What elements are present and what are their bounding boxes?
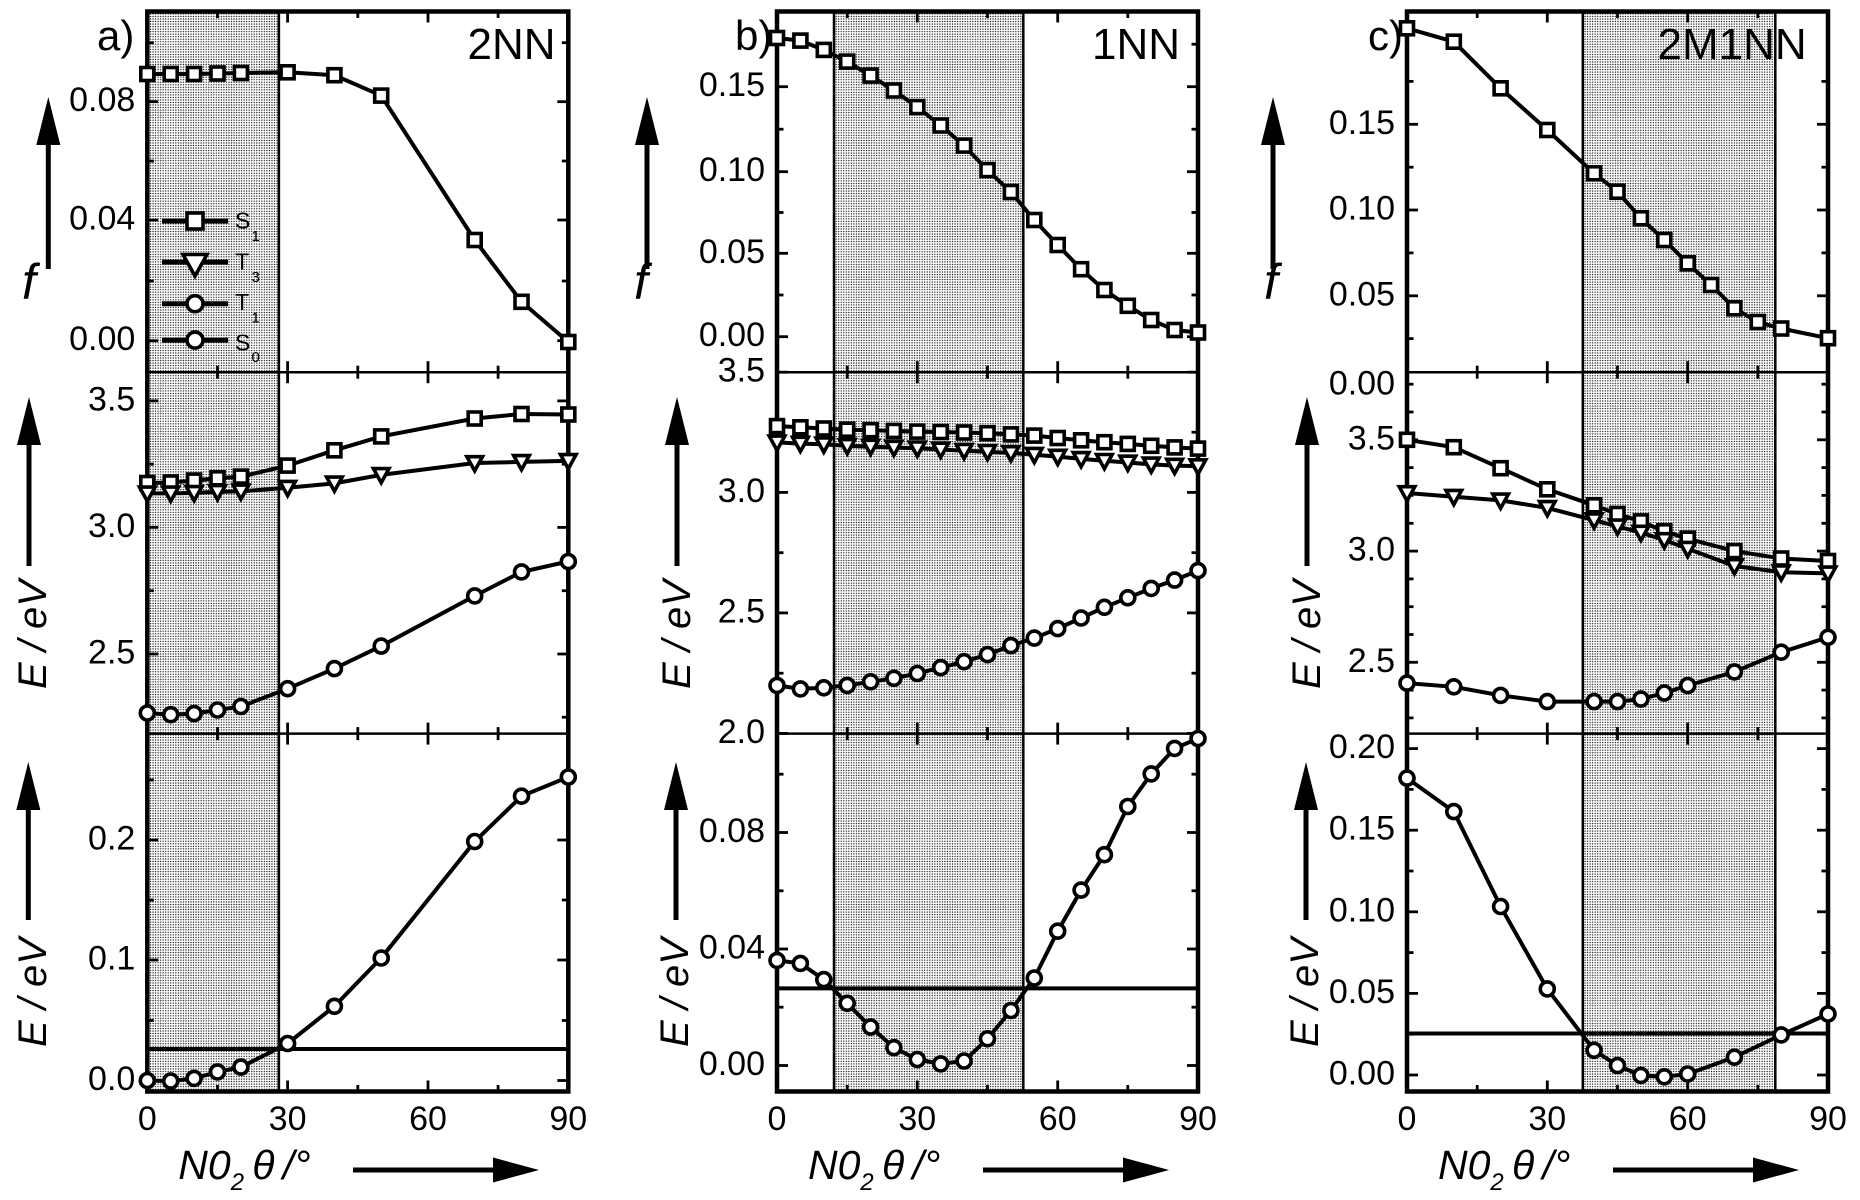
svg-text:2.5: 2.5 bbox=[88, 634, 135, 672]
svg-text:1: 1 bbox=[252, 228, 260, 245]
svg-text:3.5: 3.5 bbox=[718, 352, 765, 390]
svg-text:0: 0 bbox=[1398, 1100, 1417, 1138]
svg-text:0.0: 0.0 bbox=[88, 1060, 135, 1098]
svg-text:0: 0 bbox=[138, 1100, 157, 1138]
svg-text:90: 90 bbox=[549, 1100, 587, 1138]
svg-text:0.00: 0.00 bbox=[699, 316, 765, 354]
svg-text:N02 θ /°: N02 θ /° bbox=[1438, 1142, 1570, 1196]
svg-text:2.0: 2.0 bbox=[718, 713, 765, 751]
svg-text:T: T bbox=[235, 289, 249, 315]
svg-text:E / eV: E / eV bbox=[11, 577, 55, 689]
svg-text:3.5: 3.5 bbox=[1348, 419, 1395, 457]
svg-text:0.10: 0.10 bbox=[1329, 891, 1395, 929]
svg-text:0.08: 0.08 bbox=[699, 812, 765, 850]
svg-text:3.0: 3.0 bbox=[88, 507, 135, 545]
svg-text:0.00: 0.00 bbox=[69, 320, 135, 358]
svg-text:2NN: 2NN bbox=[467, 20, 555, 69]
svg-text:0.00: 0.00 bbox=[1329, 365, 1395, 403]
svg-text:0.10: 0.10 bbox=[1329, 190, 1395, 228]
svg-text:0.08: 0.08 bbox=[69, 81, 135, 119]
svg-text:0.00: 0.00 bbox=[1329, 1055, 1395, 1093]
svg-text:N02 θ /°: N02 θ /° bbox=[808, 1142, 940, 1196]
svg-text:0.2: 0.2 bbox=[88, 820, 135, 858]
svg-text:1: 1 bbox=[252, 310, 260, 327]
svg-text:0.1: 0.1 bbox=[88, 940, 135, 978]
svg-text:90: 90 bbox=[1809, 1100, 1847, 1138]
svg-text:E / eV: E / eV bbox=[1285, 577, 1329, 689]
svg-text:0.05: 0.05 bbox=[699, 233, 765, 271]
svg-text:0.04: 0.04 bbox=[699, 929, 765, 967]
svg-text:3.5: 3.5 bbox=[88, 380, 135, 418]
svg-text:E / eV: E / eV bbox=[653, 935, 697, 1047]
svg-text:3.0: 3.0 bbox=[1348, 531, 1395, 569]
svg-text:0.05: 0.05 bbox=[1329, 275, 1395, 313]
svg-text:N02 θ /°: N02 θ /° bbox=[178, 1142, 310, 1196]
svg-text:E / eV: E / eV bbox=[1283, 935, 1327, 1047]
svg-text:3: 3 bbox=[252, 269, 260, 286]
svg-text:90: 90 bbox=[1179, 1100, 1217, 1138]
svg-text:3.0: 3.0 bbox=[718, 472, 765, 510]
svg-text:0: 0 bbox=[768, 1100, 787, 1138]
svg-text:S: S bbox=[235, 329, 250, 355]
svg-text:60: 60 bbox=[1039, 1100, 1077, 1138]
svg-text:0: 0 bbox=[252, 349, 260, 366]
svg-text:a): a) bbox=[97, 12, 134, 59]
svg-text:60: 60 bbox=[409, 1100, 447, 1138]
svg-text:2M1NN: 2M1NN bbox=[1658, 20, 1807, 69]
svg-text:60: 60 bbox=[1669, 1100, 1707, 1138]
svg-text:0.15: 0.15 bbox=[1329, 104, 1395, 142]
svg-text:c): c) bbox=[1368, 12, 1403, 59]
svg-text:30: 30 bbox=[898, 1100, 936, 1138]
svg-text:0.10: 0.10 bbox=[699, 151, 765, 189]
svg-text:2.5: 2.5 bbox=[1348, 642, 1395, 680]
svg-text:2.5: 2.5 bbox=[718, 592, 765, 630]
svg-text:S: S bbox=[235, 208, 250, 234]
svg-text:0.00: 0.00 bbox=[699, 1045, 765, 1083]
svg-text:E / eV: E / eV bbox=[655, 577, 699, 689]
svg-text:b): b) bbox=[735, 12, 772, 59]
svg-text:30: 30 bbox=[269, 1100, 307, 1138]
svg-text:0.05: 0.05 bbox=[1329, 973, 1395, 1011]
svg-text:30: 30 bbox=[1528, 1100, 1566, 1138]
svg-text:E / eV: E / eV bbox=[11, 935, 55, 1047]
svg-text:0.20: 0.20 bbox=[1329, 728, 1395, 766]
svg-text:0.15: 0.15 bbox=[699, 66, 765, 104]
svg-text:1NN: 1NN bbox=[1092, 20, 1180, 69]
svg-text:T: T bbox=[235, 248, 249, 274]
svg-text:0.15: 0.15 bbox=[1329, 810, 1395, 848]
svg-text:0.04: 0.04 bbox=[69, 200, 135, 238]
